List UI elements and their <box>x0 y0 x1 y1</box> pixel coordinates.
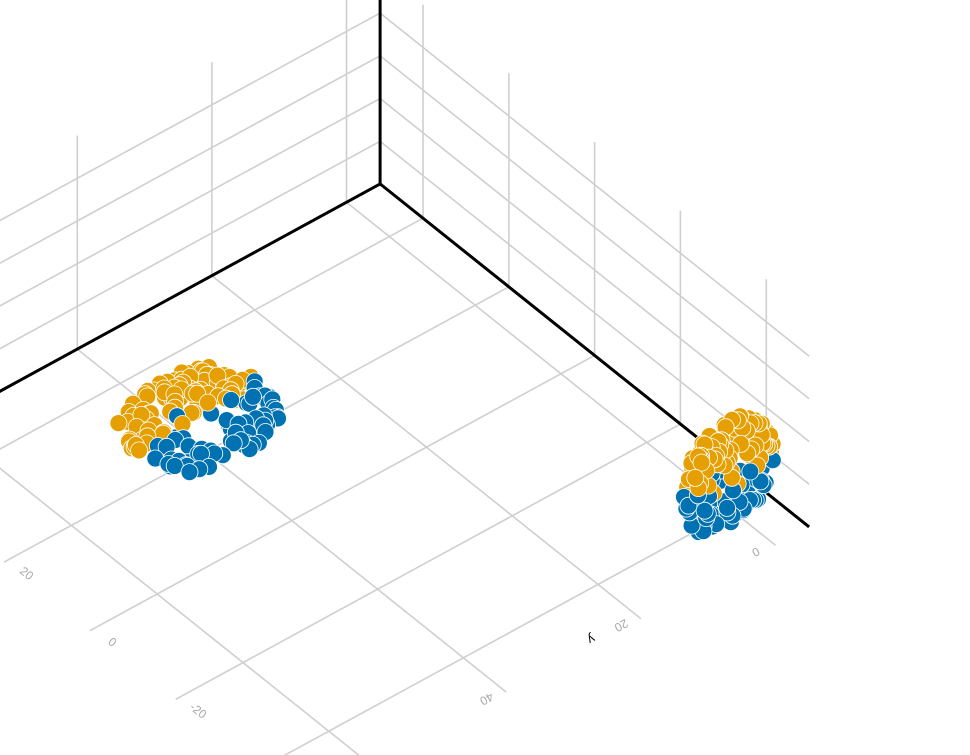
y-tick-label: 0 <box>749 544 762 560</box>
x-tick-label: 0 <box>105 634 119 649</box>
grid-line <box>379 97 810 443</box>
grid-line <box>0 140 381 350</box>
data-point <box>180 463 199 482</box>
grid-line <box>379 55 810 400</box>
data-point <box>224 434 243 453</box>
grid-line <box>0 12 381 222</box>
grid-line <box>175 423 681 701</box>
grid-line <box>0 217 424 450</box>
grid-line <box>211 275 642 620</box>
data-point <box>244 387 262 406</box>
data-point <box>222 391 241 409</box>
data-point <box>686 468 705 487</box>
grid-line <box>0 55 381 265</box>
y-tick-label: 20 <box>612 616 631 635</box>
data-point <box>692 453 711 472</box>
data-point <box>130 441 149 460</box>
data-point <box>695 501 714 520</box>
data-point <box>109 414 128 433</box>
grid-lines <box>0 0 810 755</box>
grid-line <box>89 354 595 632</box>
grid-line <box>0 97 381 307</box>
y-axis-line <box>0 182 381 393</box>
grid-line <box>0 467 360 755</box>
data-point <box>198 393 217 412</box>
axis-lines <box>0 0 811 529</box>
y-axis-title: y <box>585 631 598 648</box>
grid-line <box>283 491 767 755</box>
data-points <box>109 358 782 541</box>
grid-line <box>379 12 810 357</box>
x-tick-label: 20 <box>17 564 36 583</box>
y-tick-label: 40 <box>477 689 496 708</box>
data-point <box>718 498 736 517</box>
data-point <box>741 462 760 481</box>
x-tick-label: -20 <box>187 700 210 722</box>
